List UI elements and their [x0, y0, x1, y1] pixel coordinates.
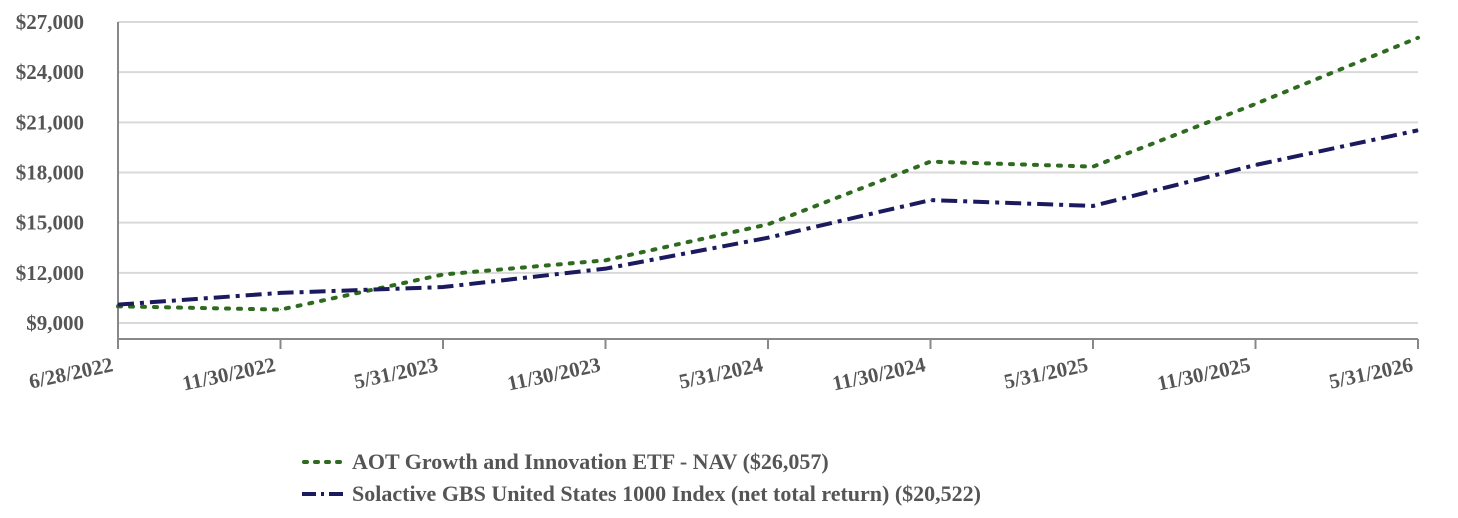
x-tick-label: 6/28/2022: [27, 352, 115, 393]
series-line-1: [117, 128, 1419, 307]
series-1-point: [605, 268, 606, 270]
y-tick-label: $27,000: [16, 10, 84, 34]
x-tick-label: 5/31/2023: [352, 352, 440, 393]
series-0-point: [605, 259, 606, 261]
x-tick-label: 5/31/2026: [1327, 352, 1415, 393]
series-lines: [116, 35, 1420, 312]
y-tick-label: $15,000: [16, 211, 84, 235]
series-1-point: [767, 237, 769, 239]
legend-label-aot-etf: AOT Growth and Innovation ETF - NAV ($26…: [352, 449, 829, 474]
legend-swatch-aot-etf: [302, 460, 344, 464]
x-tick-label: 11/30/2022: [180, 352, 277, 395]
legend: AOT Growth and Innovation ETF - NAV ($26…: [300, 446, 981, 510]
series-1-point: [930, 199, 931, 201]
legend-item-solactive-index: Solactive GBS United States 1000 Index (…: [300, 478, 981, 510]
series-0-point: [1417, 37, 1419, 39]
x-axis-ticks: 6/28/2022 11/30/2022 5/31/2023 11/30/2023 5/…: [27, 339, 1419, 396]
series-0-point: [1092, 166, 1094, 168]
y-axis-ticks: $9,000 $12,000 $15,000 $18,000 $21,000 $24,00…: [16, 10, 84, 335]
x-tick-label: 11/30/2024: [830, 352, 928, 395]
line-chart: $9,000 $12,000 $15,000 $18,000 $21,000 $24,00…: [16, 10, 1420, 396]
y-tick-label: $18,000: [16, 161, 84, 185]
legend-item-aot-etf: AOT Growth and Innovation ETF - NAV ($26…: [300, 446, 981, 478]
series-1-point: [117, 304, 119, 306]
series-0-point: [767, 223, 769, 225]
x-tick-label: 5/31/2025: [1002, 352, 1090, 393]
series-0-point: [1255, 103, 1256, 105]
legend-label-solactive-index: Solactive GBS United States 1000 Index (…: [352, 481, 981, 506]
series-line-0: [116, 35, 1420, 312]
y-tick-label: $12,000: [16, 261, 84, 285]
series-1-point: [280, 292, 281, 294]
x-tick-label: 11/30/2023: [505, 352, 602, 395]
y-tick-label: $21,000: [16, 110, 84, 134]
y-tick-label: $9,000: [26, 311, 84, 335]
series-1-point: [1255, 164, 1256, 166]
series-0-point: [442, 274, 444, 276]
legend-swatch-solactive-index: [302, 492, 344, 496]
series-0-point: [930, 161, 931, 163]
series-1-point: [1092, 205, 1094, 207]
series-1-point: [1417, 129, 1419, 131]
series-1-point: [442, 286, 444, 288]
y-tick-label: $24,000: [16, 60, 84, 84]
series-0-point: [280, 309, 281, 311]
grid-lines: [118, 21, 1418, 324]
x-tick-label: 5/31/2024: [677, 352, 766, 393]
x-tick-label: 11/30/2025: [1155, 352, 1252, 395]
